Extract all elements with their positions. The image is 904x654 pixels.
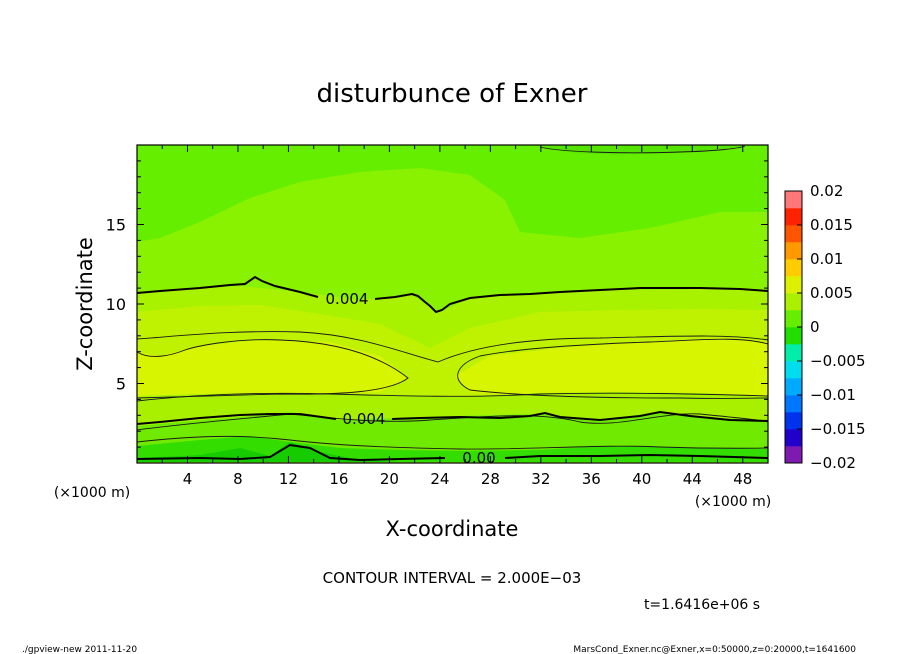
contour-line-lower-1	[137, 392, 768, 402]
colorbar-segment	[785, 446, 802, 464]
x-tick-label: 24	[430, 470, 449, 488]
colorbar-segment	[785, 276, 802, 294]
colorbar-segment	[785, 259, 802, 277]
contour-interval-text: CONTOUR INTERVAL = 2.000E−03	[323, 569, 582, 587]
colorbar-tick-label: 0.01	[810, 250, 843, 268]
colorbar-segment	[785, 242, 802, 260]
x-tick-label: 48	[733, 470, 752, 488]
y-axis-label: Z-coordinate	[73, 237, 97, 371]
x-unit-note: (×1000 m)	[695, 494, 771, 510]
colorbar-tick-label: 0.015	[810, 216, 853, 234]
x-tick-label: 8	[233, 470, 243, 488]
contour-line-lower-3	[137, 435, 768, 450]
colorbar-tick-label: −0.01	[810, 386, 856, 404]
colorbar-segment	[785, 327, 802, 345]
colorbar-tick-label: 0	[810, 318, 820, 336]
colorbar-segment	[785, 208, 802, 226]
contour-fill-core-right	[455, 338, 768, 400]
colorbar-tick-label: 0.02	[810, 182, 843, 200]
colorbar-tick-label: −0.005	[810, 352, 866, 370]
y-tick-label: 5	[116, 375, 126, 394]
x-tick-label: 20	[380, 470, 399, 488]
colorbar-segment	[785, 344, 802, 362]
colorbar-segment	[785, 293, 802, 311]
thin-contours	[137, 145, 768, 450]
plot-area: 0.004 0.004 0.00	[137, 145, 768, 467]
contour-line-lower-2	[137, 413, 768, 431]
colorbar-segment	[785, 191, 802, 209]
x-tick-label: 4	[183, 470, 193, 488]
y-unit-note: (×1000 m)	[54, 485, 130, 501]
contour-line-0.004-upper	[137, 275, 768, 314]
contour-line-upper-band	[137, 331, 768, 363]
colorbar-segment	[785, 395, 802, 413]
colorbar-tick-label: −0.015	[810, 420, 866, 438]
colorbar-segment	[785, 361, 802, 379]
y-tick-label: 15	[106, 216, 126, 235]
contour-fill-upper-green	[137, 145, 768, 242]
footer-left: ./gpview-new 2011-11-20	[22, 645, 137, 654]
contour-label: 0.004	[343, 410, 386, 428]
contour-line-top-cap	[539, 145, 746, 154]
y-axis: 5 10 15	[106, 160, 768, 448]
contour-fill-bottom-deep	[137, 442, 400, 462]
x-tick-label: 32	[531, 470, 550, 488]
colorbar-segment	[785, 429, 802, 447]
colorbar-segment	[785, 412, 802, 430]
contour-label: 0.004	[326, 290, 369, 308]
contour-line-core-left	[137, 339, 409, 399]
contour-fill-core-left	[137, 340, 408, 398]
footer-right: MarsCond_Exner.nc@Exner,x=0:50000,z=0:20…	[573, 645, 856, 654]
colorbar-segment	[785, 225, 802, 243]
chart-title: disturbunce of Exner	[317, 79, 588, 109]
x-tick-label: 40	[632, 470, 651, 488]
contour-line-core-right	[457, 338, 768, 399]
contour-line-0.00	[137, 443, 768, 462]
y-tick-label: 10	[106, 295, 126, 314]
x-tick-label: 16	[329, 470, 348, 488]
x-axis: 4 8 12 16 20 24 28 32 36 40 44 48	[161, 145, 752, 488]
contour-label: 0.00	[462, 449, 495, 467]
colorbar-tick-label: −0.02	[810, 454, 856, 472]
colorbar-segment	[785, 310, 802, 328]
x-tick-label: 36	[582, 470, 601, 488]
x-tick-label: 28	[481, 470, 500, 488]
x-axis-label: X-coordinate	[386, 517, 519, 541]
colorbar-segment	[785, 378, 802, 396]
time-text: t=1.6416e+06 s	[644, 597, 760, 613]
thick-contours	[137, 275, 768, 462]
colorbar-tick-label: 0.005	[810, 284, 853, 302]
x-tick-label: 12	[279, 470, 298, 488]
x-tick-label: 44	[683, 470, 702, 488]
contour-line-0.004-lower	[137, 410, 768, 425]
colorbar: 0.02 0.015 0.01 0.005 0 −0.005 −0.01 −0.015 −0.0…	[784, 182, 866, 472]
